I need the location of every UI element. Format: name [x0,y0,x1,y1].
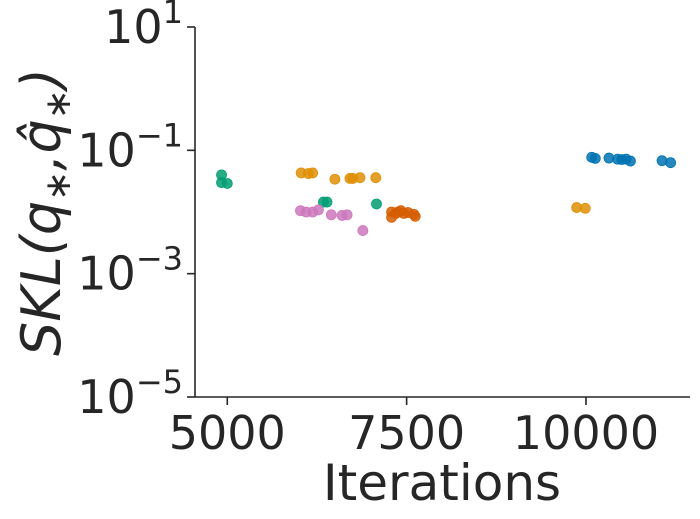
data-point [329,173,341,185]
y-ticks: 101 10−1 10−3 10−5 [77,0,195,424]
y-tick-label: 10−1 [77,116,183,177]
data-point [409,210,421,222]
data-point [371,198,382,210]
data-point [321,196,333,208]
x-tick-label: 7500 [348,406,465,460]
y-tick-label: 10−3 [77,240,183,301]
axes [194,27,690,398]
data-point [341,209,353,221]
data-point [589,152,601,164]
data-point [354,172,366,184]
y-tick-label: 101 [104,0,183,54]
x-tick-label: 10000 [513,406,659,460]
data-point [325,209,337,221]
data-point [312,204,324,216]
x-axis-label: Iterations [323,454,561,512]
data-point [665,157,677,169]
data-point [370,172,382,184]
data-point [357,225,369,236]
y-axis-label: SKL(q∗,q̂∗) [10,68,79,356]
x-tick-label: 5000 [169,406,286,460]
data-point [625,155,636,167]
data-points [216,151,677,236]
x-ticks: 5000 7500 10000 [169,397,659,460]
y-tick-label: 10−5 [77,363,183,424]
data-point [221,178,233,189]
data-point [307,167,319,179]
data-point [579,202,591,214]
